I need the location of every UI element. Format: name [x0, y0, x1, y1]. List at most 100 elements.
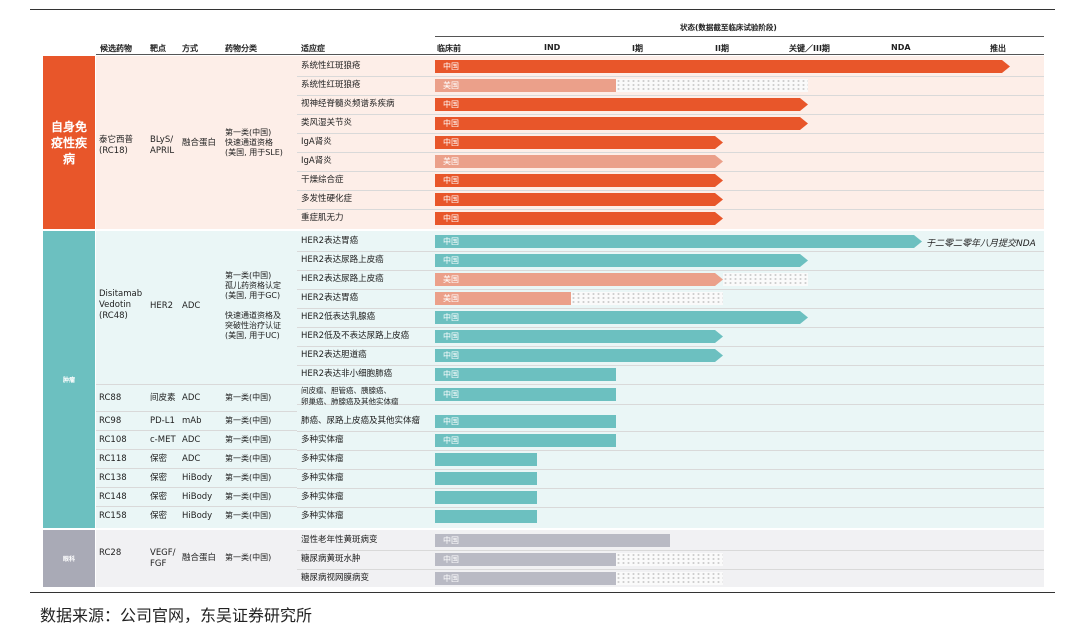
stage-bar — [435, 491, 537, 504]
header-target: 靶点 — [150, 44, 166, 53]
stage-bar: 美国 — [435, 273, 723, 286]
header-modality: 方式 — [182, 44, 198, 53]
stage-bar: 美国 — [435, 292, 571, 305]
drug-target: 保密 — [150, 492, 168, 502]
drug-group-divider — [96, 384, 297, 385]
indication-label: 肺癌、尿路上皮癌及其他实体瘤 — [301, 416, 421, 426]
stage-bar: 美国 — [435, 155, 723, 168]
row-divider — [297, 469, 1044, 470]
stage-bar — [435, 510, 537, 523]
drug-name: RC118 — [99, 454, 127, 464]
row-divider — [297, 550, 1044, 551]
planned-stage-bar — [570, 292, 723, 305]
stage-bar: 中国 — [435, 434, 616, 447]
stage-bar: 中国 — [435, 212, 723, 225]
row-divider — [297, 251, 1044, 252]
drug-classification: 第一类(中国) — [225, 553, 272, 562]
category-ophthalmology-label: 眼科 — [62, 556, 75, 563]
row-divider — [297, 114, 1044, 115]
indication-label: HER2表达尿路上皮癌 — [301, 255, 384, 265]
stage-bar: 中国 — [435, 117, 808, 130]
row-divider — [297, 365, 1044, 366]
stage-preclinical: 临床前 — [437, 44, 461, 53]
indication-label: HER2低表达乳腺癌 — [301, 312, 376, 322]
region-label: 中国 — [443, 555, 459, 564]
indication-label: 类风湿关节炎 — [301, 118, 353, 128]
indication-label: HER2表达非小细胞肺癌 — [301, 369, 393, 379]
drug-group-divider — [96, 487, 297, 488]
drug-modality: ADC — [182, 435, 201, 445]
region-label: 中国 — [443, 176, 459, 185]
planned-stage-bar — [616, 553, 723, 566]
row-divider — [297, 488, 1044, 489]
indication-label: 多种实体瘤 — [301, 454, 344, 464]
row-divider — [297, 569, 1044, 570]
indication-label: HER2表达胆道癌 — [301, 350, 367, 360]
row-divider — [297, 450, 1044, 451]
drug-modality: 融合蛋白 — [182, 138, 217, 148]
stage-pivotal: 关键／III期 — [789, 44, 830, 53]
stage-launch: 推出 — [990, 44, 1006, 53]
stage-bar: 中国 — [435, 60, 1010, 73]
row-divider — [297, 152, 1044, 153]
row-divider — [297, 327, 1044, 328]
stage-phase2: II期 — [715, 44, 729, 53]
region-label: 中国 — [443, 417, 459, 426]
drug-modality: ADC — [182, 454, 201, 464]
drug-modality: ADC — [182, 301, 201, 311]
region-label: 美国 — [443, 294, 459, 303]
region-label: 中国 — [443, 332, 459, 341]
row-divider — [297, 190, 1044, 191]
category-ophthalmology: 眼科 — [43, 530, 95, 587]
stage-nda: NDA — [891, 43, 911, 52]
drug-name: RC108 — [99, 435, 127, 445]
stage-phase1: I期 — [632, 44, 643, 53]
indication-label: 重症肌无力 — [301, 213, 344, 223]
row-divider — [297, 171, 1044, 172]
stage-bar: 中国 — [435, 235, 922, 248]
indication-label: 系统性红斑狼疮 — [301, 61, 361, 71]
planned-stage-bar — [616, 572, 723, 585]
stage-bar: 中国 — [435, 388, 616, 401]
drug-target: 间皮素 — [150, 393, 176, 403]
drug-classification: 第一类(中国) — [225, 454, 272, 463]
row-divider — [297, 507, 1044, 508]
stage-bar: 美国 — [435, 79, 616, 92]
status-title: 状态(数据截至临床试验阶段) — [680, 23, 777, 32]
indication-label: 糖尿病视网膜病变 — [301, 573, 370, 583]
indication-label: HER2低及不表达尿路上皮癌 — [301, 331, 410, 341]
region-label: 中国 — [443, 536, 459, 545]
header-drug: 候选药物 — [100, 44, 132, 53]
stage-bar: 中国 — [435, 368, 616, 381]
stage-bar: 中国 — [435, 174, 723, 187]
header-indication: 适应症 — [301, 44, 325, 53]
drug-name: RC88 — [99, 393, 122, 403]
region-label: 中国 — [443, 119, 459, 128]
status-title-rule — [435, 36, 1044, 37]
region-label: 中国 — [443, 214, 459, 223]
region-label: 中国 — [443, 390, 459, 399]
stage-bar: 中国 — [435, 254, 808, 267]
stage-bar: 中国 — [435, 311, 808, 324]
row-divider — [297, 289, 1044, 290]
stage-bar: 中国 — [435, 534, 670, 547]
drug-classification: 第一类(中国) — [225, 492, 272, 501]
indication-label: IgA肾炎 — [301, 137, 332, 147]
footnote: 数据来源：公司官网，东吴证券研究所 — [40, 606, 313, 625]
category-autoimmune-label: 自身免疫性疾病 — [50, 119, 87, 166]
drug-target: 保密 — [150, 473, 168, 483]
stage-bar: 中国 — [435, 572, 616, 585]
drug-classification: 第一类(中国) 孤儿药资格认定 (美国, 用于GC) 快速通道资格及 突破性治疗… — [225, 271, 281, 340]
region-label: 美国 — [443, 81, 459, 90]
region-label: 中国 — [443, 436, 459, 445]
drug-name: 泰它西普 (RC18) — [99, 135, 134, 156]
drug-name: RC98 — [99, 416, 122, 426]
header-rule — [96, 54, 1044, 55]
drug-name: RC28 — [99, 548, 122, 558]
indication-label: 视神经脊髓炎频谱系疾病 — [301, 99, 395, 109]
planned-stage-bar — [723, 273, 808, 286]
drug-target: 保密 — [150, 454, 168, 464]
indication-label: 多种实体瘤 — [301, 492, 344, 502]
indication-label: 间皮瘤、胆管癌、胰腺癌、 卵巢癌、肺腺癌及其他实体瘤 — [301, 386, 399, 406]
